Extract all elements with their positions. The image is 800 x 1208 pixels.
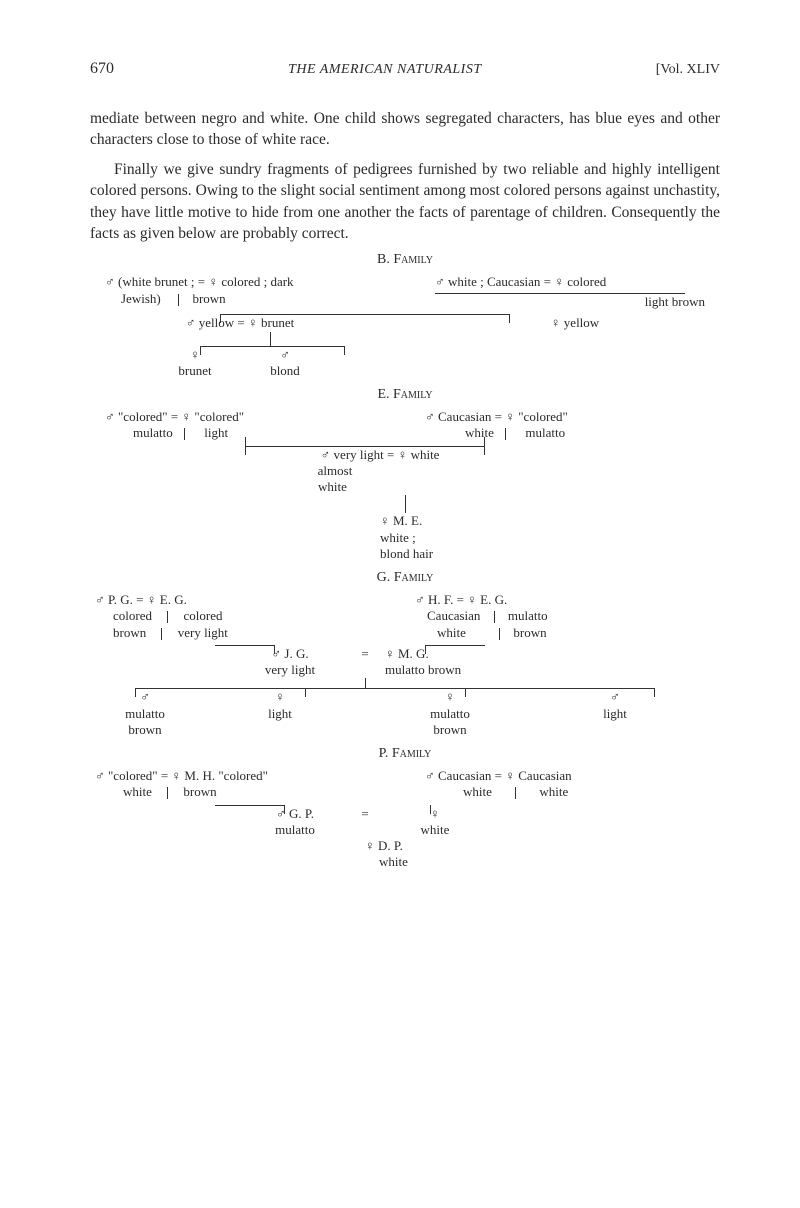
- page-number: 670: [90, 60, 114, 78]
- g-c1b: mulatto: [125, 706, 165, 721]
- g-c1a: ♂: [140, 689, 150, 704]
- family-p-tree: ♂ "colored" = ♀ M. H. "colored" white br…: [95, 768, 715, 871]
- b-top-left2: Jewish): [105, 291, 161, 306]
- p-tl2: white: [95, 784, 152, 799]
- g-c4b: light: [603, 706, 627, 721]
- g-tr5: brown: [513, 625, 546, 640]
- g-c4a: ♂: [610, 689, 620, 704]
- p-eq: =: [361, 806, 368, 821]
- b-mid-left: ♂ yellow = ♀ brunet: [186, 315, 294, 330]
- g-c2b: light: [268, 706, 292, 721]
- p-mr: ♀: [430, 806, 440, 821]
- page: 670 THE AMERICAN NATURALIST [Vol. XLIV m…: [0, 0, 800, 1208]
- g-tr3: white: [415, 625, 466, 640]
- p-tr2: white: [425, 784, 492, 799]
- p-leaf: ♀ D. P.: [365, 838, 403, 853]
- b-leaf1b: brunet: [178, 363, 211, 378]
- g-ml: ♂ J. G.: [271, 646, 308, 661]
- b-leaf1: ♀: [190, 347, 200, 362]
- family-b-label: B. Family: [90, 252, 720, 268]
- running-head: 670 THE AMERICAN NATURALIST [Vol. XLIV: [90, 60, 720, 78]
- g-tr2: Caucasian: [415, 608, 480, 623]
- p-ml: ♂ G. P.: [276, 806, 314, 821]
- e-tl2: mulatto: [105, 425, 173, 440]
- g-c3b: mulatto: [430, 706, 470, 721]
- g-tl3: brown: [95, 625, 146, 640]
- p-tr3: white: [539, 784, 568, 799]
- p-tl3: brown: [183, 784, 216, 799]
- family-g-label: G. Family: [90, 570, 720, 586]
- family-b-tree: ♂ (white brunet ; = ♀ colored ; dark Jew…: [105, 274, 705, 379]
- b-leaf2b: blond: [270, 363, 300, 378]
- e-mid3: white: [318, 479, 347, 494]
- e-leaf2: white ;: [380, 530, 416, 545]
- p-tr1: ♂ Caucasian = ♀ Caucasian: [425, 768, 572, 783]
- journal-title: THE AMERICAN NATURALIST: [288, 62, 482, 78]
- g-eq: =: [361, 646, 368, 661]
- g-mr2: mulatto brown: [385, 662, 461, 677]
- g-tl5: very light: [178, 625, 228, 640]
- g-tl1: ♂ P. G. = ♀ E. G.: [95, 592, 187, 607]
- g-c2a: ♀: [275, 689, 285, 704]
- g-c1c: brown: [128, 722, 161, 737]
- g-mr: ♀ M. G.: [385, 646, 429, 661]
- b-top-left: ♂ (white brunet ; = ♀ colored ; dark: [105, 274, 294, 289]
- g-c3a: ♀: [445, 689, 455, 704]
- p-leaf2: white: [365, 854, 408, 869]
- e-leaf3: blond hair: [380, 546, 433, 561]
- g-tl4: colored: [183, 608, 222, 623]
- b-mid-right: ♀ yellow: [551, 315, 599, 330]
- b-top-right: ♂ white ; Caucasian = ♀ colored: [435, 274, 606, 289]
- p-mr2: white: [421, 822, 450, 837]
- volume: [Vol. XLIV: [656, 62, 720, 78]
- e-leaf1: ♀ M. E.: [380, 513, 422, 528]
- g-tr4: mulatto: [508, 608, 548, 623]
- family-p-label: P. Family: [90, 746, 720, 762]
- e-tr3: mulatto: [525, 425, 565, 440]
- p-tl1: ♂ "colored" = ♀ M. H. "colored": [95, 768, 268, 783]
- b-top-right2: light brown: [645, 294, 705, 310]
- e-mid2: almost: [318, 463, 353, 478]
- paragraph-1: mediate between negro and white. One chi…: [90, 108, 720, 151]
- e-tr1: ♂ Caucasian = ♀ "colored": [425, 409, 568, 424]
- g-ml2: very light: [265, 662, 315, 677]
- b-leaf2: ♂: [280, 347, 290, 362]
- e-tl3: light: [204, 425, 228, 440]
- g-c3c: brown: [433, 722, 466, 737]
- p-ml2: mulatto: [275, 822, 315, 837]
- paragraph-2: Finally we give sundry fragments of pedi…: [90, 159, 720, 245]
- b-top-left3: brown: [192, 291, 225, 306]
- e-tl1: ♂ "colored" = ♀ "colored": [105, 409, 244, 424]
- family-e-label: E. Family: [90, 387, 720, 403]
- family-e-tree: ♂ "colored" = ♀ "colored" mulatto light …: [105, 409, 705, 562]
- family-g-tree: ♂ P. G. = ♀ E. G. colored colored brown …: [95, 592, 715, 738]
- g-tl2: colored: [95, 608, 152, 623]
- e-mid: ♂ very light = ♀ white: [321, 447, 440, 462]
- g-tr1: ♂ H. F. = ♀ E. G.: [415, 592, 507, 607]
